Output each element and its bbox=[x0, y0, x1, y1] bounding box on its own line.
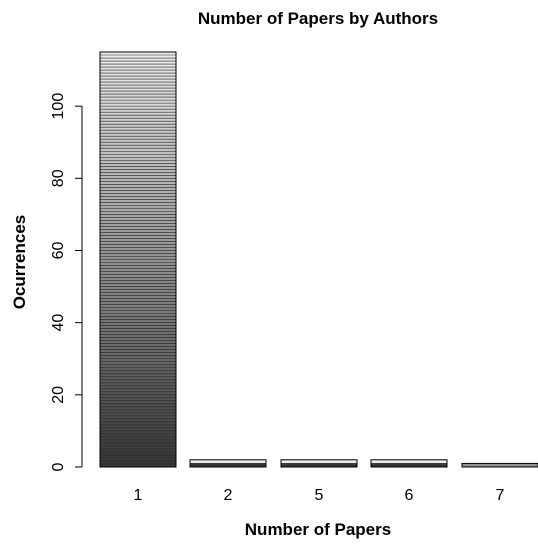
y-tick-label: 0 bbox=[50, 462, 67, 471]
x-tick-label: 7 bbox=[496, 487, 505, 504]
x-tick-label: 5 bbox=[315, 487, 324, 504]
x-tick-label: 2 bbox=[224, 487, 233, 504]
bar bbox=[189, 459, 267, 468]
x-tick-label: 6 bbox=[405, 487, 414, 504]
bar bbox=[461, 462, 538, 468]
y-tick-label: 80 bbox=[50, 169, 67, 187]
y-ticks: 0 20 40 60 80 100 bbox=[50, 93, 82, 471]
x-axis-label: Number of Papers bbox=[245, 520, 391, 539]
bar bbox=[99, 51, 177, 468]
chart-title: Number of Papers by Authors bbox=[198, 9, 438, 28]
y-tick-label: 20 bbox=[50, 386, 67, 404]
bars bbox=[99, 51, 538, 468]
y-tick-label: 100 bbox=[50, 93, 67, 120]
y-tick-label: 40 bbox=[50, 314, 67, 332]
y-tick-label: 60 bbox=[50, 241, 67, 259]
y-axis: 0 20 40 60 80 100 bbox=[50, 93, 83, 471]
x-tick-label: 1 bbox=[134, 487, 143, 504]
y-axis-label: Ocurrences bbox=[10, 215, 29, 310]
x-tick-labels: 1 2 5 6 7 bbox=[134, 487, 505, 504]
bar bbox=[280, 459, 358, 468]
bar bbox=[370, 459, 448, 468]
